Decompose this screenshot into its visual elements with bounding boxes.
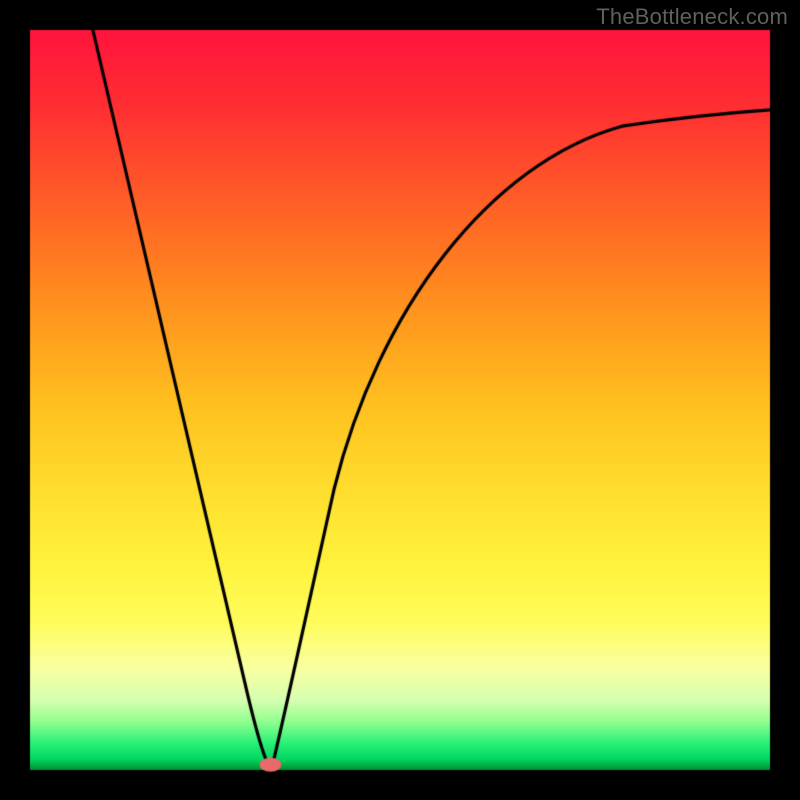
watermark-label: TheBottleneck.com	[596, 4, 788, 30]
bottleneck-chart-canvas	[0, 0, 800, 800]
chart-container: TheBottleneck.com	[0, 0, 800, 800]
